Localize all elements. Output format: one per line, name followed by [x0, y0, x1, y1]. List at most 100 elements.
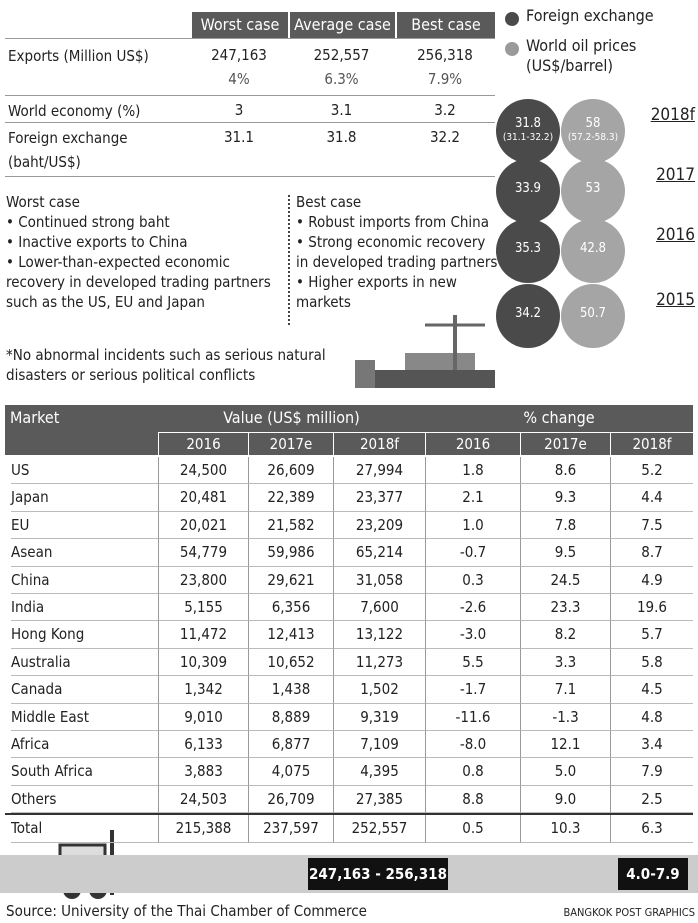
row-line: [5, 176, 495, 177]
market-cell: China: [11, 567, 158, 594]
oil-bubble: [561, 99, 625, 163]
market-cell: 22,389: [248, 484, 333, 511]
case-item: • Inactive exports to China: [6, 232, 286, 252]
market-cell: Middle East: [11, 704, 158, 731]
market-cell: 5.5: [425, 649, 520, 676]
year-header: 2017e: [248, 433, 333, 455]
market-cell: -0.7: [425, 539, 520, 566]
market-cell: 0.8: [425, 758, 520, 785]
year-label: 2015: [640, 290, 695, 310]
market-cell: 29,621: [248, 567, 333, 594]
market-cell: Japan: [11, 484, 158, 511]
market-cell: Hong Kong: [11, 621, 158, 648]
market-cell: 19.6: [610, 594, 693, 621]
market-cell: 5.7: [610, 621, 693, 648]
row-label: Foreign exchange (baht/US$): [8, 126, 178, 174]
case-item: • Strong economic recovery in developed …: [296, 232, 501, 272]
market-header: Market: [10, 408, 150, 427]
total-cell: 6.3: [610, 815, 693, 842]
market-cell: 5.0: [520, 758, 610, 785]
year-header: 2016: [158, 433, 248, 455]
scenario-value: 31.1: [190, 126, 288, 148]
year-label: 2016: [640, 225, 695, 245]
fx-value: 34.2: [496, 306, 560, 321]
market-cell: 4.8: [610, 704, 693, 731]
market-cell: 6,877: [248, 731, 333, 758]
total-cell: 237,597: [248, 815, 333, 842]
case-item: • Robust imports from China: [296, 212, 501, 232]
market-cell: 1.8: [425, 457, 520, 484]
legend-label: World oil prices (US$/barrel): [526, 36, 696, 76]
market-cell: 26,609: [248, 457, 333, 484]
market-cell: 13,122: [333, 621, 425, 648]
note: *No abnormal incidents such as serious n…: [6, 345, 346, 385]
year-label: 2017: [640, 165, 695, 185]
market-cell: 4.5: [610, 676, 693, 703]
market-cell: 8.8: [425, 786, 520, 813]
market-cell: 4,395: [333, 758, 425, 785]
market-cell: 7.1: [520, 676, 610, 703]
market-cell: 26,709: [248, 786, 333, 813]
row-label: Exports (Million US$): [8, 44, 178, 68]
ship-hull: [365, 370, 495, 388]
market-cell: 8,889: [248, 704, 333, 731]
credit: BANGKOK POST GRAPHICS: [520, 906, 695, 919]
scenario-sub: 4%: [190, 68, 288, 90]
market-cell: 9.0: [520, 786, 610, 813]
fx-value: 33.9: [496, 181, 560, 196]
market-cell: US: [11, 457, 158, 484]
legend-dot: [505, 12, 519, 26]
market-cell: 12.1: [520, 731, 610, 758]
total-cell: Total: [11, 815, 158, 842]
row-line: [5, 38, 495, 39]
market-cell: 5.8: [610, 649, 693, 676]
market-cell: 8.6: [520, 457, 610, 484]
market-cell: 21,582: [248, 512, 333, 539]
market-cell: 31,058: [333, 567, 425, 594]
legend-label: Foreign exchange: [526, 6, 696, 26]
legend-dot: [505, 42, 519, 56]
case-title: Best case: [296, 193, 496, 211]
market-cell: 1.0: [425, 512, 520, 539]
total-cell: 10.3: [520, 815, 610, 842]
market-cell: 20,021: [158, 512, 248, 539]
market-cell: 10,652: [248, 649, 333, 676]
market-cell: 9.5: [520, 539, 610, 566]
market-cell: 12,413: [248, 621, 333, 648]
market-cell: 59,986: [248, 539, 333, 566]
market-cell: 3.3: [520, 649, 610, 676]
fx-bubble: [496, 99, 560, 163]
market-cell: 3,883: [158, 758, 248, 785]
market-cell: 0.3: [425, 567, 520, 594]
market-cell: 7,600: [333, 594, 425, 621]
market-cell: 54,779: [158, 539, 248, 566]
market-cell: 27,385: [333, 786, 425, 813]
market-cell: 7.8: [520, 512, 610, 539]
market-cell: Africa: [11, 731, 158, 758]
row-label: World economy (%): [8, 99, 178, 123]
total-cell: 215,388: [158, 815, 248, 842]
ship-bridge: [355, 360, 375, 388]
year-label: 2018f: [640, 105, 695, 125]
market-cell: Australia: [11, 649, 158, 676]
market-cell: 5,155: [158, 594, 248, 621]
market-cell: 27,994: [333, 457, 425, 484]
market-cell: 11,273: [333, 649, 425, 676]
market-cell: South Africa: [11, 758, 158, 785]
market-cell: 1,342: [158, 676, 248, 703]
oil-value: 53: [561, 181, 625, 196]
market-cell: Canada: [11, 676, 158, 703]
scenario-value: 252,557: [288, 44, 395, 66]
market-cell: Asean: [11, 539, 158, 566]
year-header: 2018f: [610, 433, 693, 455]
market-cell: EU: [11, 512, 158, 539]
market-header: Value (US$ million): [158, 408, 425, 427]
market-cell: -1.7: [425, 676, 520, 703]
case-items: • Continued strong baht• Inactive export…: [6, 212, 286, 312]
market-cell: 8.7: [610, 539, 693, 566]
market-cell: -1.3: [520, 704, 610, 731]
row-line: [5, 95, 495, 96]
market-cell: 5.2: [610, 457, 693, 484]
year-header: 2017e: [520, 433, 610, 455]
scenario-value: 3.2: [395, 99, 495, 121]
